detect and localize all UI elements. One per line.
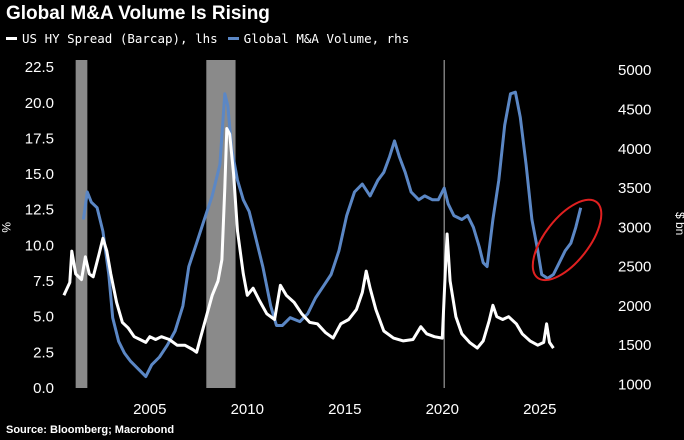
x-tick-label: 2005: [133, 401, 166, 418]
left-tick-label: 15.0: [25, 166, 54, 183]
chart-title: Global M&A Volume Is Rising: [6, 3, 270, 24]
legend-label-hy-spread: US HY Spread (Barcap), lhs: [22, 31, 218, 46]
legend-label-ma-volume: Global M&A Volume, rhs: [243, 31, 410, 46]
series-line-hy-spread: [62, 127, 555, 354]
left-tick-label: 5.0: [33, 309, 54, 326]
right-tick-label: 3000: [618, 219, 651, 236]
right-tick-label: 2500: [618, 259, 651, 276]
legend-swatch-hy-spread: [6, 37, 17, 40]
left-tick-label: 17.5: [25, 130, 54, 147]
x-tick-label: 2020: [426, 401, 459, 418]
legend-swatch-ma-volume: [227, 37, 239, 40]
x-tick-label: 2015: [328, 401, 361, 418]
right-tick-label: 3500: [618, 180, 651, 197]
right-tick-label: 1500: [618, 337, 651, 354]
source-note: Source: Bloomberg; Macrobond: [6, 424, 175, 436]
left-tick-label: 22.5: [25, 59, 54, 76]
left-tick-label: 12.5: [25, 202, 54, 219]
right-tick-label: 1000: [618, 376, 651, 393]
x-tick-label: 2010: [231, 401, 264, 418]
left-tick-label: 20.0: [25, 95, 54, 112]
left-tick-label: 10.0: [25, 237, 54, 254]
left-tick-label: 0.0: [33, 380, 54, 397]
right-tick-label: 5000: [618, 62, 651, 79]
right-axis-label: $ bn: [673, 212, 684, 235]
legend: US HY Spread (Barcap), lhs Global M&A Vo…: [6, 31, 419, 46]
left-tick-label: 7.5: [33, 273, 54, 290]
legend-item-hy-spread: US HY Spread (Barcap), lhs: [6, 31, 218, 46]
right-tick-label: 2000: [618, 298, 651, 315]
left-axis-label: %: [0, 222, 13, 233]
series-line-ma-volume: [81, 90, 583, 379]
x-tick-label: 2025: [523, 401, 556, 418]
left-tick-label: 2.5: [33, 344, 54, 361]
legend-item-ma-volume: Global M&A Volume, rhs: [227, 31, 410, 46]
right-tick-label: 4500: [618, 101, 651, 118]
right-tick-label: 4000: [618, 141, 651, 158]
recession-band-0: [75, 60, 88, 388]
annotation-ellipse: [531, 198, 603, 282]
recession-band-1: [206, 60, 236, 388]
